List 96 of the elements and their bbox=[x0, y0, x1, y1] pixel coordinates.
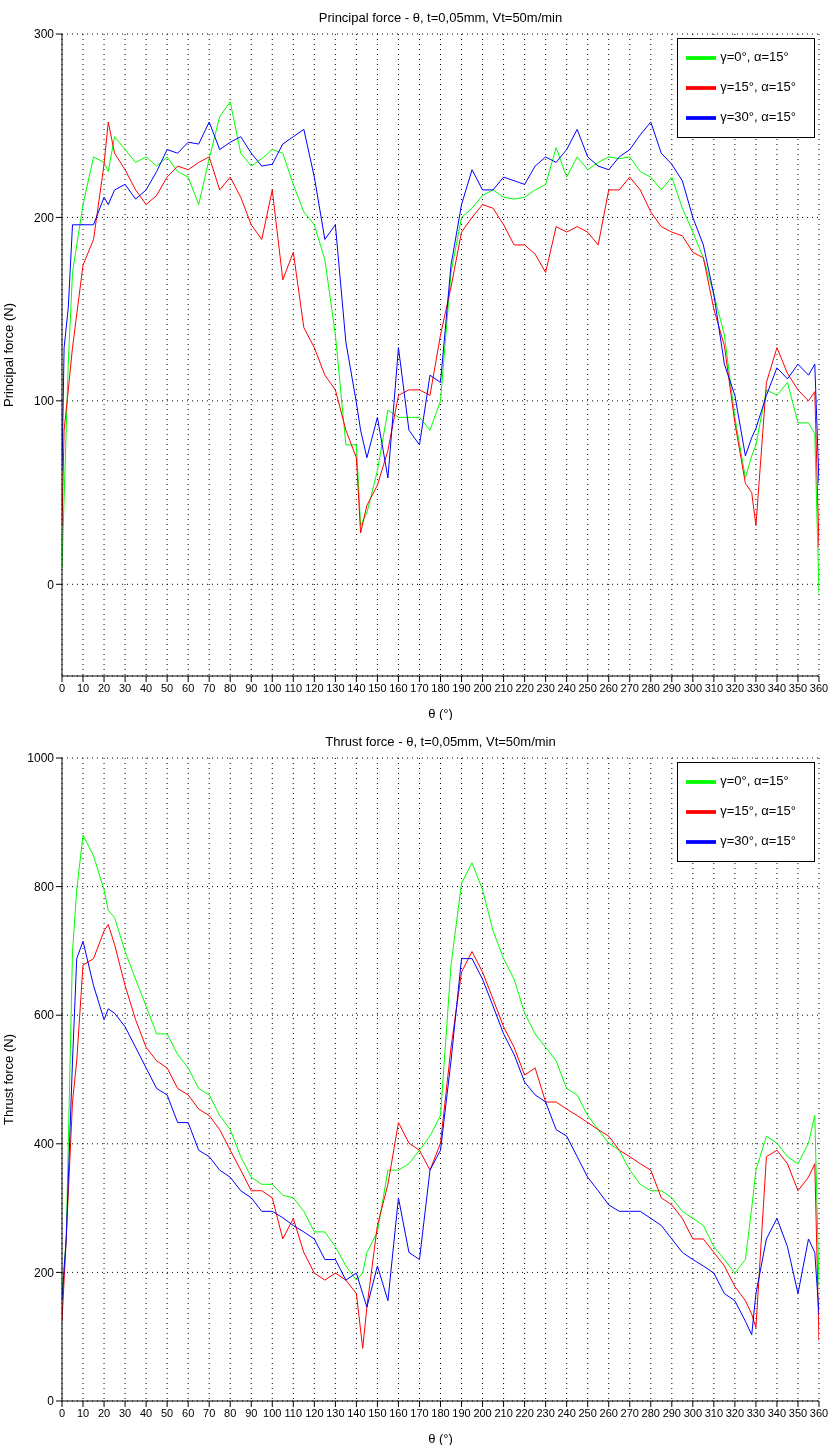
x-tick-label: 290 bbox=[662, 1406, 681, 1419]
x-tick-label: 340 bbox=[767, 1406, 787, 1419]
x-tick-label: 310 bbox=[704, 1406, 724, 1419]
x-axis-title: θ (°) bbox=[428, 706, 453, 721]
legend-label: γ=15°, α=15° bbox=[720, 79, 796, 95]
x-tick-label: 130 bbox=[326, 1406, 345, 1419]
x-tick-label: 240 bbox=[557, 1406, 576, 1419]
x-tick-label: 220 bbox=[515, 1406, 534, 1419]
x-tick-label: 90 bbox=[245, 681, 258, 694]
x-tick-label: 30 bbox=[118, 681, 132, 694]
legend-label: γ=0°, α=15° bbox=[720, 773, 789, 789]
x-tick-label: 140 bbox=[347, 1406, 366, 1419]
x-tick-label: 210 bbox=[494, 1406, 513, 1419]
x-axis-title: θ (°) bbox=[428, 1431, 453, 1445]
x-tick-label: 50 bbox=[161, 681, 174, 694]
y-axis-title: Principal force (N) bbox=[0, 302, 16, 408]
x-tick-label: 340 bbox=[767, 681, 787, 694]
y-tick-label: 600 bbox=[33, 1008, 55, 1023]
x-tick-label: 80 bbox=[224, 1406, 237, 1419]
x-tick-label: 160 bbox=[389, 681, 408, 694]
x-tick-label: 20 bbox=[97, 681, 111, 694]
x-tick-label: 20 bbox=[97, 1406, 111, 1419]
legend-label: γ=30°, α=15° bbox=[720, 833, 796, 849]
x-tick-label: 180 bbox=[431, 1406, 450, 1419]
x-tick-label: 230 bbox=[536, 681, 555, 694]
x-tick-label: 250 bbox=[578, 1406, 597, 1419]
x-tick-label: 360 bbox=[809, 681, 829, 694]
x-tick-label: 40 bbox=[139, 681, 153, 694]
x-tick-label: 320 bbox=[725, 681, 745, 694]
y-tick-label: 300 bbox=[33, 27, 55, 42]
y-tick-label: 200 bbox=[33, 210, 55, 225]
x-tick-label: 100 bbox=[263, 1406, 282, 1419]
legend-label: γ=15°, α=15° bbox=[720, 803, 796, 819]
x-tick-label: 220 bbox=[515, 681, 534, 694]
x-tick-label: 320 bbox=[725, 1406, 745, 1419]
x-tick-label: 10 bbox=[76, 1406, 90, 1419]
chart-title: Principal force - θ, t=0,05mm, Vt=50m/min bbox=[317, 10, 564, 25]
chart-title: Thrust force - θ, t=0,05mm, Vt=50m/min bbox=[324, 734, 557, 749]
x-tick-label: 140 bbox=[347, 681, 366, 694]
x-tick-label: 270 bbox=[620, 681, 639, 694]
x-tick-label: 150 bbox=[368, 681, 387, 694]
x-tick-label: 360 bbox=[809, 1406, 829, 1419]
x-tick-label: 150 bbox=[368, 1406, 387, 1419]
x-tick-label: 190 bbox=[452, 681, 471, 694]
x-tick-label: 300 bbox=[683, 1406, 703, 1419]
x-tick-label: 170 bbox=[410, 1406, 429, 1419]
x-tick-label: 300 bbox=[683, 681, 703, 694]
x-tick-label: 50 bbox=[161, 1406, 174, 1419]
legend-label: γ=30°, α=15° bbox=[720, 109, 796, 125]
x-tick-label: 190 bbox=[452, 1406, 471, 1419]
x-tick-label: 60 bbox=[182, 1406, 195, 1419]
x-tick-label: 90 bbox=[245, 1406, 258, 1419]
x-tick-label: 250 bbox=[578, 681, 597, 694]
x-tick-label: 270 bbox=[620, 1406, 639, 1419]
x-tick-label: 30 bbox=[118, 1406, 132, 1419]
x-tick-label: 120 bbox=[305, 681, 324, 694]
x-tick-label: 70 bbox=[203, 1406, 216, 1419]
x-tick-label: 10 bbox=[76, 681, 90, 694]
y-tick-label: 800 bbox=[33, 879, 55, 894]
y-tick-label: 0 bbox=[47, 577, 55, 592]
x-tick-label: 280 bbox=[641, 1406, 660, 1419]
x-tick-label: 260 bbox=[599, 1406, 618, 1419]
y-tick-label: 0 bbox=[47, 1394, 55, 1409]
x-tick-label: 290 bbox=[662, 681, 681, 694]
y-tick-label: 100 bbox=[33, 394, 55, 409]
x-tick-label: 280 bbox=[641, 681, 660, 694]
x-tick-label: 100 bbox=[263, 681, 282, 694]
legend-label: γ=0°, α=15° bbox=[720, 49, 789, 65]
x-tick-label: 60 bbox=[182, 681, 195, 694]
y-tick-label: 200 bbox=[33, 1265, 55, 1280]
x-tick-label: 80 bbox=[224, 681, 237, 694]
x-tick-label: 110 bbox=[284, 1406, 303, 1419]
x-tick-label: 210 bbox=[494, 681, 513, 694]
y-tick-label: 1000 bbox=[27, 751, 55, 766]
x-tick-label: 240 bbox=[557, 681, 576, 694]
x-tick-label: 180 bbox=[431, 681, 450, 694]
x-tick-label: 260 bbox=[599, 681, 618, 694]
x-tick-label: 330 bbox=[746, 681, 766, 694]
x-tick-label: 130 bbox=[326, 681, 345, 694]
x-tick-label: 70 bbox=[203, 681, 216, 694]
x-tick-label: 160 bbox=[389, 1406, 408, 1419]
x-tick-label: 350 bbox=[788, 681, 808, 694]
y-axis-title: Thrust force (N) bbox=[0, 1033, 16, 1126]
x-tick-label: 0 bbox=[58, 1406, 66, 1419]
y-tick-label: 400 bbox=[33, 1137, 55, 1152]
x-tick-label: 120 bbox=[305, 1406, 324, 1419]
x-tick-label: 170 bbox=[410, 681, 429, 694]
x-tick-label: 200 bbox=[473, 681, 492, 694]
x-tick-label: 40 bbox=[139, 1406, 153, 1419]
x-tick-label: 350 bbox=[788, 1406, 808, 1419]
x-tick-label: 0 bbox=[58, 681, 66, 694]
x-tick-label: 310 bbox=[704, 681, 724, 694]
x-tick-label: 230 bbox=[536, 1406, 555, 1419]
x-tick-label: 200 bbox=[473, 1406, 492, 1419]
x-tick-label: 330 bbox=[746, 1406, 766, 1419]
x-tick-label: 110 bbox=[284, 681, 303, 694]
